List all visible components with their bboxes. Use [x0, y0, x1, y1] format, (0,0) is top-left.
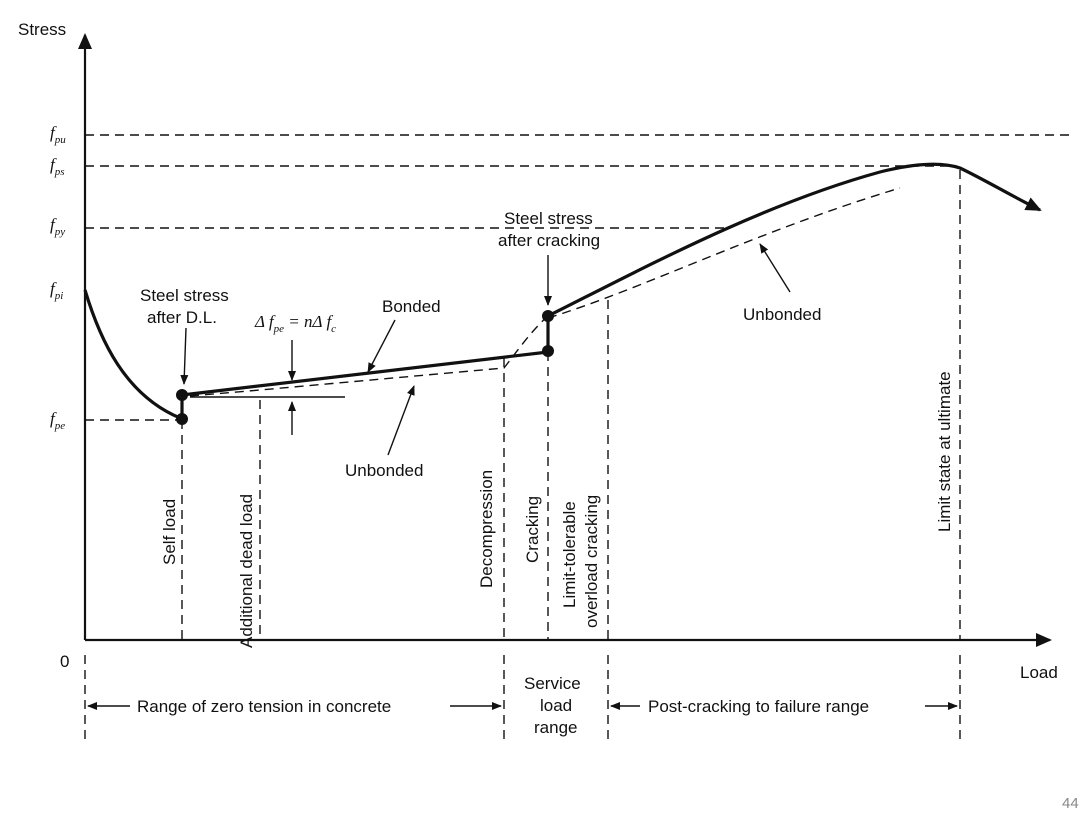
steel-dl-arrow — [180, 327, 189, 385]
page-number: 44 — [1062, 795, 1079, 812]
bonded-label: Bonded — [382, 297, 441, 316]
unbonded-arrow-1 — [387, 385, 415, 456]
self-load-point — [176, 413, 188, 425]
zero-tension-label: Range of zero tension in concrete — [137, 697, 391, 716]
decompression-point — [542, 345, 554, 357]
unbonded-label-2: Unbonded — [743, 305, 821, 324]
fpe-label: fpe — [50, 409, 65, 432]
fps-label: fps — [50, 155, 65, 178]
dead-load-point — [176, 389, 188, 401]
bonded-curve-2 — [547, 162, 1042, 318]
initial-loss-curve — [83, 289, 181, 420]
self-load-label: Self load — [160, 499, 179, 565]
additional-dead-load-label: Additional dead load — [237, 494, 256, 648]
fpy-label: fpy — [50, 215, 65, 238]
steel-crack-label-2: after cracking — [498, 231, 600, 250]
unbonded-curve-2 — [547, 187, 901, 319]
delta-equation: Δ fpe = nΔ fc — [254, 312, 336, 335]
limit-state-label: Limit state at ultimate — [935, 371, 954, 532]
steel-dl-label-1: Steel stress — [140, 286, 229, 305]
cracking-label: Cracking — [523, 496, 542, 563]
bonded-arrow — [367, 319, 396, 373]
unbonded-arrow-2 — [759, 243, 791, 293]
bonded-curve-1 — [181, 350, 549, 397]
service-label-1: Service — [524, 674, 581, 693]
cracking-point — [542, 310, 554, 322]
fpi-label: fpi — [50, 279, 63, 302]
limit-tolerable-label-1: Limit-tolerable — [560, 501, 579, 608]
post-cracking-label: Post-cracking to failure range — [648, 697, 869, 716]
service-label-3: range — [534, 718, 577, 737]
unbonded-curve-1 — [189, 315, 549, 397]
y-axis-label: Stress — [18, 20, 66, 39]
fpu-label: fpu — [50, 123, 66, 146]
x-axis-label: Load — [1020, 663, 1058, 682]
steel-crack-label-1: Steel stress — [504, 209, 593, 228]
steel-dl-label-2: after D.L. — [147, 308, 217, 327]
decompression-label: Decompression — [477, 470, 496, 588]
limit-tolerable-label-2: overload cracking — [582, 495, 601, 628]
origin-label: 0 — [60, 652, 69, 671]
unbonded-label-1: Unbonded — [345, 461, 423, 480]
service-label-2: load — [540, 696, 572, 715]
